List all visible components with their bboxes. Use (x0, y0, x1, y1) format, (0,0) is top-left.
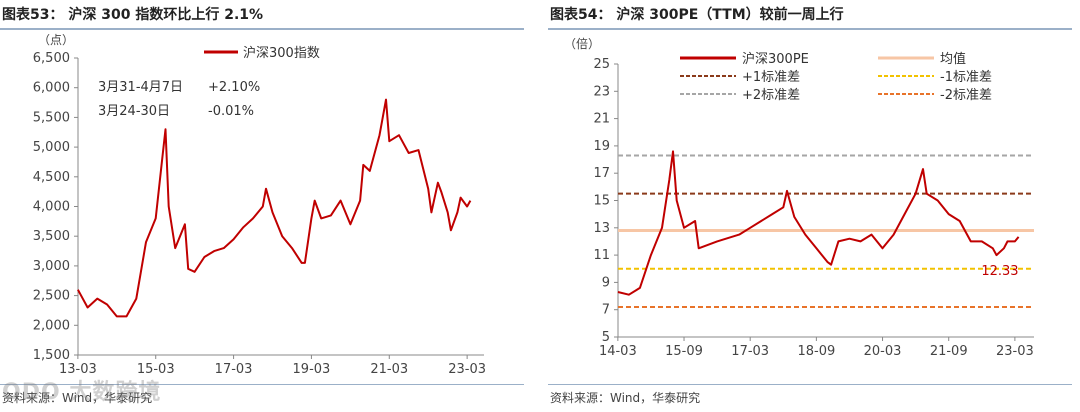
y-tick-label: 5,000 (33, 140, 70, 155)
legend-label: +1标准差 (742, 70, 800, 85)
x-tick-label: 19-03 (293, 362, 331, 377)
title-divider (0, 28, 524, 30)
source-note: 资料来源：Wind，华泰研究 (2, 391, 153, 405)
source-divider (0, 384, 524, 385)
legend-label: 沪深300PE (742, 51, 809, 67)
y-tick-label: 11 (593, 248, 610, 263)
x-tick-label: 18-09 (797, 344, 835, 359)
y-tick-label: 25 (593, 57, 610, 72)
csi300-index-chart: 1,500 2,000 2,500 3,000 3,500 4,000 4,500 5,000… (33, 33, 486, 377)
x-tick-label: 17-03 (215, 362, 253, 377)
annotation-value: +2.10% (208, 80, 260, 95)
y-tick-label: 7 (602, 303, 610, 318)
legend-label: +2标准差 (742, 88, 800, 103)
x-tick-label: 21-09 (930, 344, 968, 359)
x-tick-label: 15-03 (137, 362, 175, 377)
chart-panel-csi300-index: 图表53： 沪深 300 指数环比上行 2.1% 1,500 2,000 2,500… (0, 0, 530, 412)
x-tick-label: 21-03 (370, 362, 408, 377)
y-tick-label: 4,500 (33, 170, 70, 185)
x-tick-label: 17-03 (731, 344, 769, 359)
y-unit-label: （点） (38, 33, 74, 47)
y-tick-label: 19 (593, 139, 610, 154)
y-tick-label: 2,000 (33, 318, 70, 333)
x-tick-label: 23-03 (448, 362, 486, 377)
legend-label: 均值 (940, 51, 966, 67)
y-tick-label: 21 (593, 112, 610, 127)
csi300-pe-chart: 5 7 9 11 13 15 17 19 21 23 25 14-03 15-09 17-03 18-09 2… (564, 36, 1034, 359)
y-tick-label: 1,500 (33, 348, 70, 363)
y-tick-label: 2,500 (33, 289, 70, 304)
chart-title: 图表54： 沪深 300PE（TTM）较前一周上行 (550, 7, 844, 23)
y-tick-label: 3,000 (33, 259, 70, 274)
series-line (617, 150, 1020, 296)
y-tick-label: 9 (602, 275, 610, 290)
chart-panel-csi300-pe: 图表54： 沪深 300PE（TTM）较前一周上行 5 7 9 11 13 15 17 19 2… (548, 0, 1078, 412)
x-tick-label: 15-09 (665, 344, 703, 359)
y-tick-label: 4,000 (33, 200, 70, 215)
annotation-period: 3月24-30日 (98, 104, 170, 119)
y-tick-label: 5 (602, 330, 610, 345)
y-tick-label: 5,500 (33, 110, 70, 125)
annotation-period: 3月31-4月7日 (98, 80, 183, 95)
y-tick-label: 6,500 (33, 51, 70, 66)
legend-label: -1标准差 (940, 70, 992, 85)
legend-label: 沪深300指数 (243, 45, 320, 61)
y-tick-label: 13 (593, 221, 610, 236)
source-divider (548, 384, 1072, 385)
legend-label: -2标准差 (940, 88, 992, 103)
x-tick-label: 14-03 (599, 344, 637, 359)
y-tick-label: 6,000 (33, 81, 70, 96)
y-tick-label: 15 (593, 194, 610, 209)
x-tick-label: 23-03 (996, 344, 1034, 359)
x-tick-label: 13-03 (59, 362, 97, 377)
annotation-value: -0.01% (208, 104, 254, 119)
y-tick-label: 17 (593, 166, 610, 181)
chart-title: 图表53： 沪深 300 指数环比上行 2.1% (2, 7, 264, 23)
y-unit-label: （倍） (564, 36, 600, 51)
series-line (77, 98, 472, 318)
x-tick-label: 20-03 (864, 344, 902, 359)
watermark: ODO 大数跨境 (2, 380, 162, 405)
y-tick-label: 3,500 (33, 229, 70, 244)
end-value-label: 12.33 (981, 264, 1018, 279)
title-divider (548, 28, 1072, 30)
source-note: 资料来源：Wind，华泰研究 (550, 391, 701, 405)
y-tick-label: 23 (593, 84, 610, 99)
